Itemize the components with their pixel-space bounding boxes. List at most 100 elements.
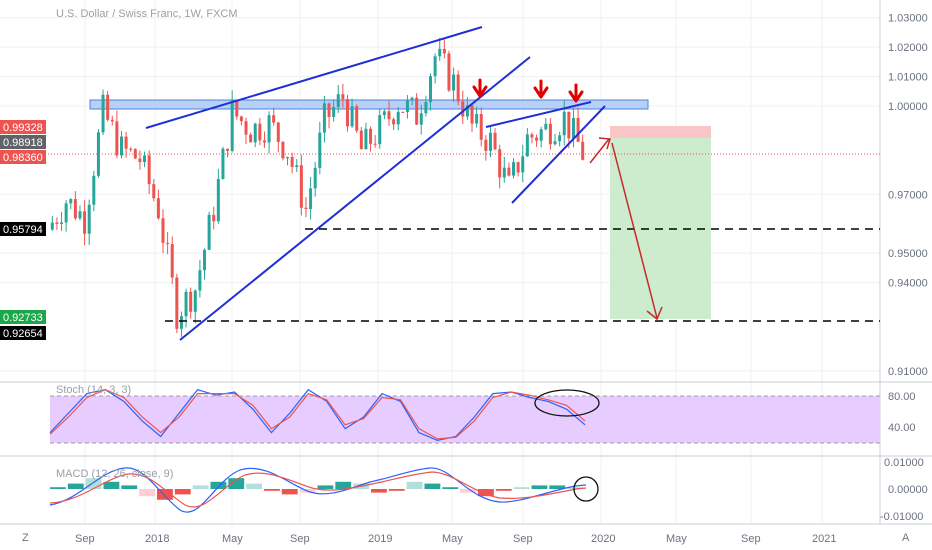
candle-body xyxy=(475,113,479,124)
y-tick-label: 0.97000 xyxy=(888,189,928,201)
candle-body xyxy=(138,158,142,163)
candle-body xyxy=(309,188,313,210)
macd-bar xyxy=(531,485,548,489)
candle-body xyxy=(87,204,91,234)
candle-body xyxy=(235,100,239,117)
candle-body xyxy=(175,277,179,329)
x-tick-label: Sep xyxy=(290,533,310,545)
candle-body xyxy=(262,140,266,143)
macd-bar xyxy=(335,481,352,489)
candle-body xyxy=(281,141,285,159)
macd-tick-neg: -0.01000 xyxy=(880,511,923,523)
candle-body xyxy=(106,94,110,120)
candle-body xyxy=(493,132,497,150)
main-pane-bg xyxy=(0,0,880,382)
y-tick-label: 1.02000 xyxy=(888,42,928,54)
candle-body xyxy=(295,165,299,167)
stoch-highlight-ellipse xyxy=(534,389,600,417)
candle-body xyxy=(369,128,373,144)
candle-body xyxy=(345,99,349,127)
price-tag xyxy=(0,326,46,340)
down-arrow-marker xyxy=(533,79,549,99)
candle-body xyxy=(226,148,230,151)
candle-body xyxy=(143,155,147,163)
candle-body xyxy=(576,117,580,142)
macd-bar xyxy=(67,483,84,489)
candle-body xyxy=(392,119,396,125)
candle-body xyxy=(55,222,59,224)
candle-body xyxy=(401,111,405,113)
candle-body xyxy=(147,155,151,185)
projection-arrow-down-head xyxy=(646,306,663,321)
macd-bar xyxy=(478,489,494,497)
resistance-zone xyxy=(89,99,649,110)
candle-body xyxy=(50,222,54,230)
candle-body xyxy=(322,103,326,133)
macd-bar xyxy=(567,487,583,489)
stoch-d-line xyxy=(49,389,586,440)
trendline-channel-top[interactable] xyxy=(485,101,592,128)
candle-body xyxy=(124,136,128,149)
candle-body xyxy=(373,143,377,145)
candle-body xyxy=(433,56,437,77)
zoom-button[interactable]: Z xyxy=(22,532,29,544)
macd-bar xyxy=(495,489,512,491)
candle-body xyxy=(410,97,414,101)
candle-body xyxy=(470,105,474,124)
x-tick-label: Sep xyxy=(741,533,761,545)
auto-scale-button[interactable]: A xyxy=(902,532,910,544)
macd-histogram xyxy=(50,478,583,500)
y-tick-label: 1.03000 xyxy=(888,13,928,25)
macd-bar xyxy=(50,487,66,489)
candle-body xyxy=(258,123,262,141)
macd-bar xyxy=(157,489,173,500)
candle-body xyxy=(364,128,368,150)
trendline-upper[interactable] xyxy=(145,26,483,129)
candle-body xyxy=(382,111,386,116)
trendline-lower[interactable] xyxy=(179,56,531,341)
candle-body xyxy=(299,165,303,208)
candle-body xyxy=(581,141,585,160)
y-axis-ticks: 1.03000 1.02000 1.01000 1.00000 0.97000 0.950… xyxy=(888,13,928,378)
price-tag-label: 0.92733 xyxy=(3,312,43,324)
candle-body xyxy=(119,136,123,156)
candle-body xyxy=(115,121,119,156)
trendline-channel-bottom[interactable] xyxy=(511,105,606,204)
y-tick-label: 1.00000 xyxy=(888,101,928,113)
marker-group xyxy=(472,78,584,103)
candle-body xyxy=(212,214,216,222)
y-tick-label: 0.94000 xyxy=(888,278,928,290)
chart-title: U.S. Dollar / Swiss Franc, 1W, FXCM xyxy=(56,8,238,20)
macd-bar xyxy=(442,487,459,489)
candle-body xyxy=(488,132,492,151)
macd-bar xyxy=(549,485,566,489)
candle-body xyxy=(571,117,575,139)
candle-body xyxy=(461,101,465,117)
candle-body xyxy=(535,137,539,141)
candle-body xyxy=(359,130,363,150)
candle-body xyxy=(170,243,174,278)
candle-body xyxy=(456,74,460,102)
candle-body xyxy=(442,48,446,54)
stoch-k-line xyxy=(49,388,586,442)
candle-body xyxy=(355,106,359,131)
candle-body xyxy=(286,157,290,159)
candle-body xyxy=(92,175,96,205)
price-tag xyxy=(0,135,46,149)
y-tick-label: 1.01000 xyxy=(888,72,928,84)
macd-bar xyxy=(246,483,262,489)
candle-body xyxy=(479,113,483,140)
candle-body xyxy=(239,116,243,122)
macd-bar xyxy=(264,489,280,491)
candle-body xyxy=(161,218,165,243)
candle-body xyxy=(544,123,548,130)
candle-body xyxy=(166,242,170,244)
candle-body xyxy=(60,222,64,224)
macd-bar xyxy=(281,489,298,495)
price-tag xyxy=(0,120,46,134)
macd-bar xyxy=(424,483,441,489)
candle-body xyxy=(221,148,225,180)
price-tag-label: 0.99328 xyxy=(3,122,43,134)
candle-body xyxy=(129,148,133,150)
candle-body xyxy=(405,100,409,112)
